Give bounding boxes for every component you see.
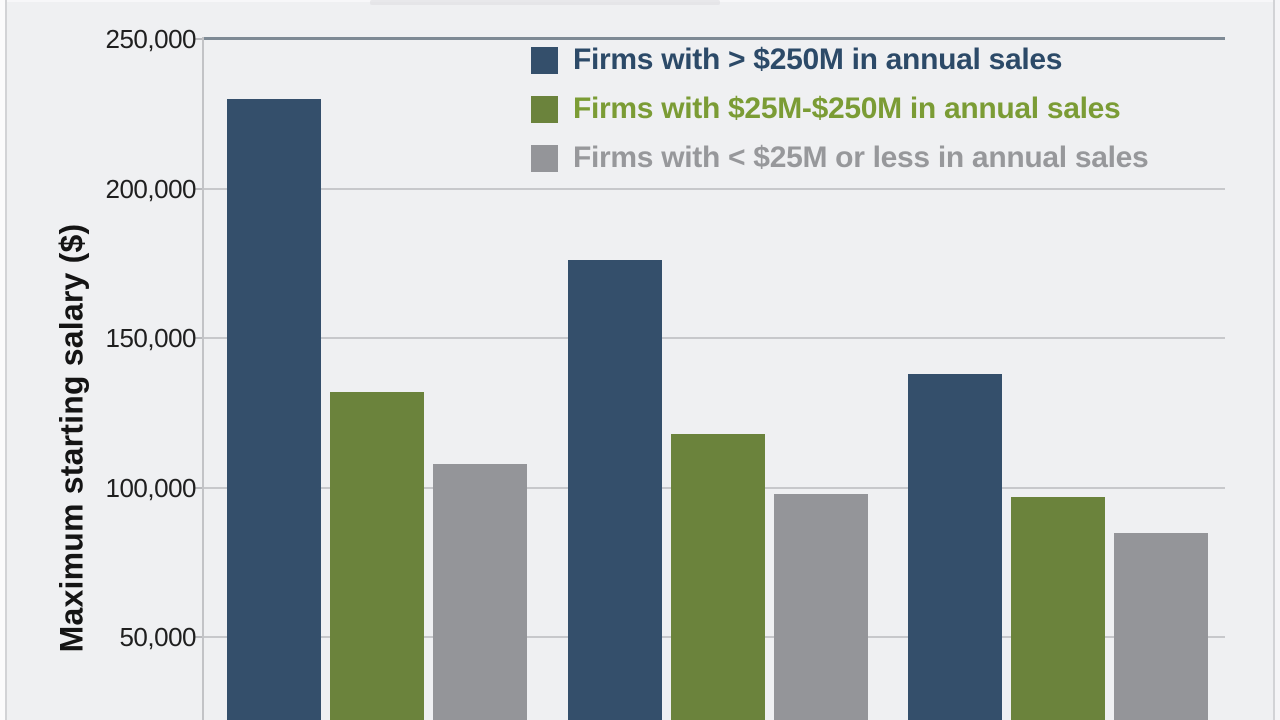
legend-item-1: Firms with > $250M in annual sales — [531, 43, 1148, 76]
legend-swatch-icon — [531, 46, 558, 74]
y-axis-title: Maximum starting salary ($) — [53, 223, 90, 653]
y-axis-tick — [195, 188, 204, 190]
bar-series2-group1 — [330, 392, 424, 720]
bar-series2-group3 — [1011, 497, 1105, 720]
image-left-edge — [0, 0, 5, 720]
y-axis-tick — [195, 636, 204, 638]
cropped-title-remnant — [370, 0, 720, 5]
chart-legend: Firms with > $250M in annual sales Firms … — [531, 43, 1149, 193]
image-left-border — [5, 0, 7, 720]
y-axis-tick — [195, 487, 204, 489]
gridline — [204, 337, 1225, 339]
legend-label: Firms with < $25M or less in annual sale… — [573, 141, 1149, 174]
plot-top-border — [204, 37, 1225, 40]
y-tick-label: 250,000 — [105, 24, 197, 54]
y-axis-tick — [195, 38, 204, 40]
image-right-edge — [1275, 0, 1280, 720]
bar-series3-group1 — [433, 464, 527, 720]
bar-series2-group2 — [671, 434, 765, 720]
y-tick-label: 200,000 — [105, 174, 197, 204]
legend-item-3: Firms with < $25M or less in annual sale… — [531, 141, 1149, 174]
legend-label: Firms with > $250M in annual sales — [573, 43, 1063, 76]
legend-item-2: Firms with $25M-$250M in annual sales — [531, 92, 1148, 125]
y-tick-label: 150,000 — [105, 323, 197, 353]
legend-swatch-icon — [531, 144, 558, 172]
y-axis-line — [202, 37, 204, 720]
y-tick-label: 50,000 — [119, 622, 196, 652]
legend-swatch-icon — [531, 95, 558, 123]
legend-label: Firms with $25M-$250M in annual sales — [573, 92, 1121, 125]
bar-series3-group2 — [774, 494, 868, 720]
bar-series3-group3 — [1114, 533, 1208, 720]
y-tick-label: 100,000 — [105, 473, 197, 503]
bar-series1-group2 — [568, 260, 662, 720]
bar-series1-group1 — [227, 99, 321, 720]
bar-series1-group3 — [908, 374, 1002, 720]
y-axis-tick — [195, 337, 204, 339]
image-right-border — [1273, 0, 1275, 720]
gridline — [204, 188, 1225, 190]
